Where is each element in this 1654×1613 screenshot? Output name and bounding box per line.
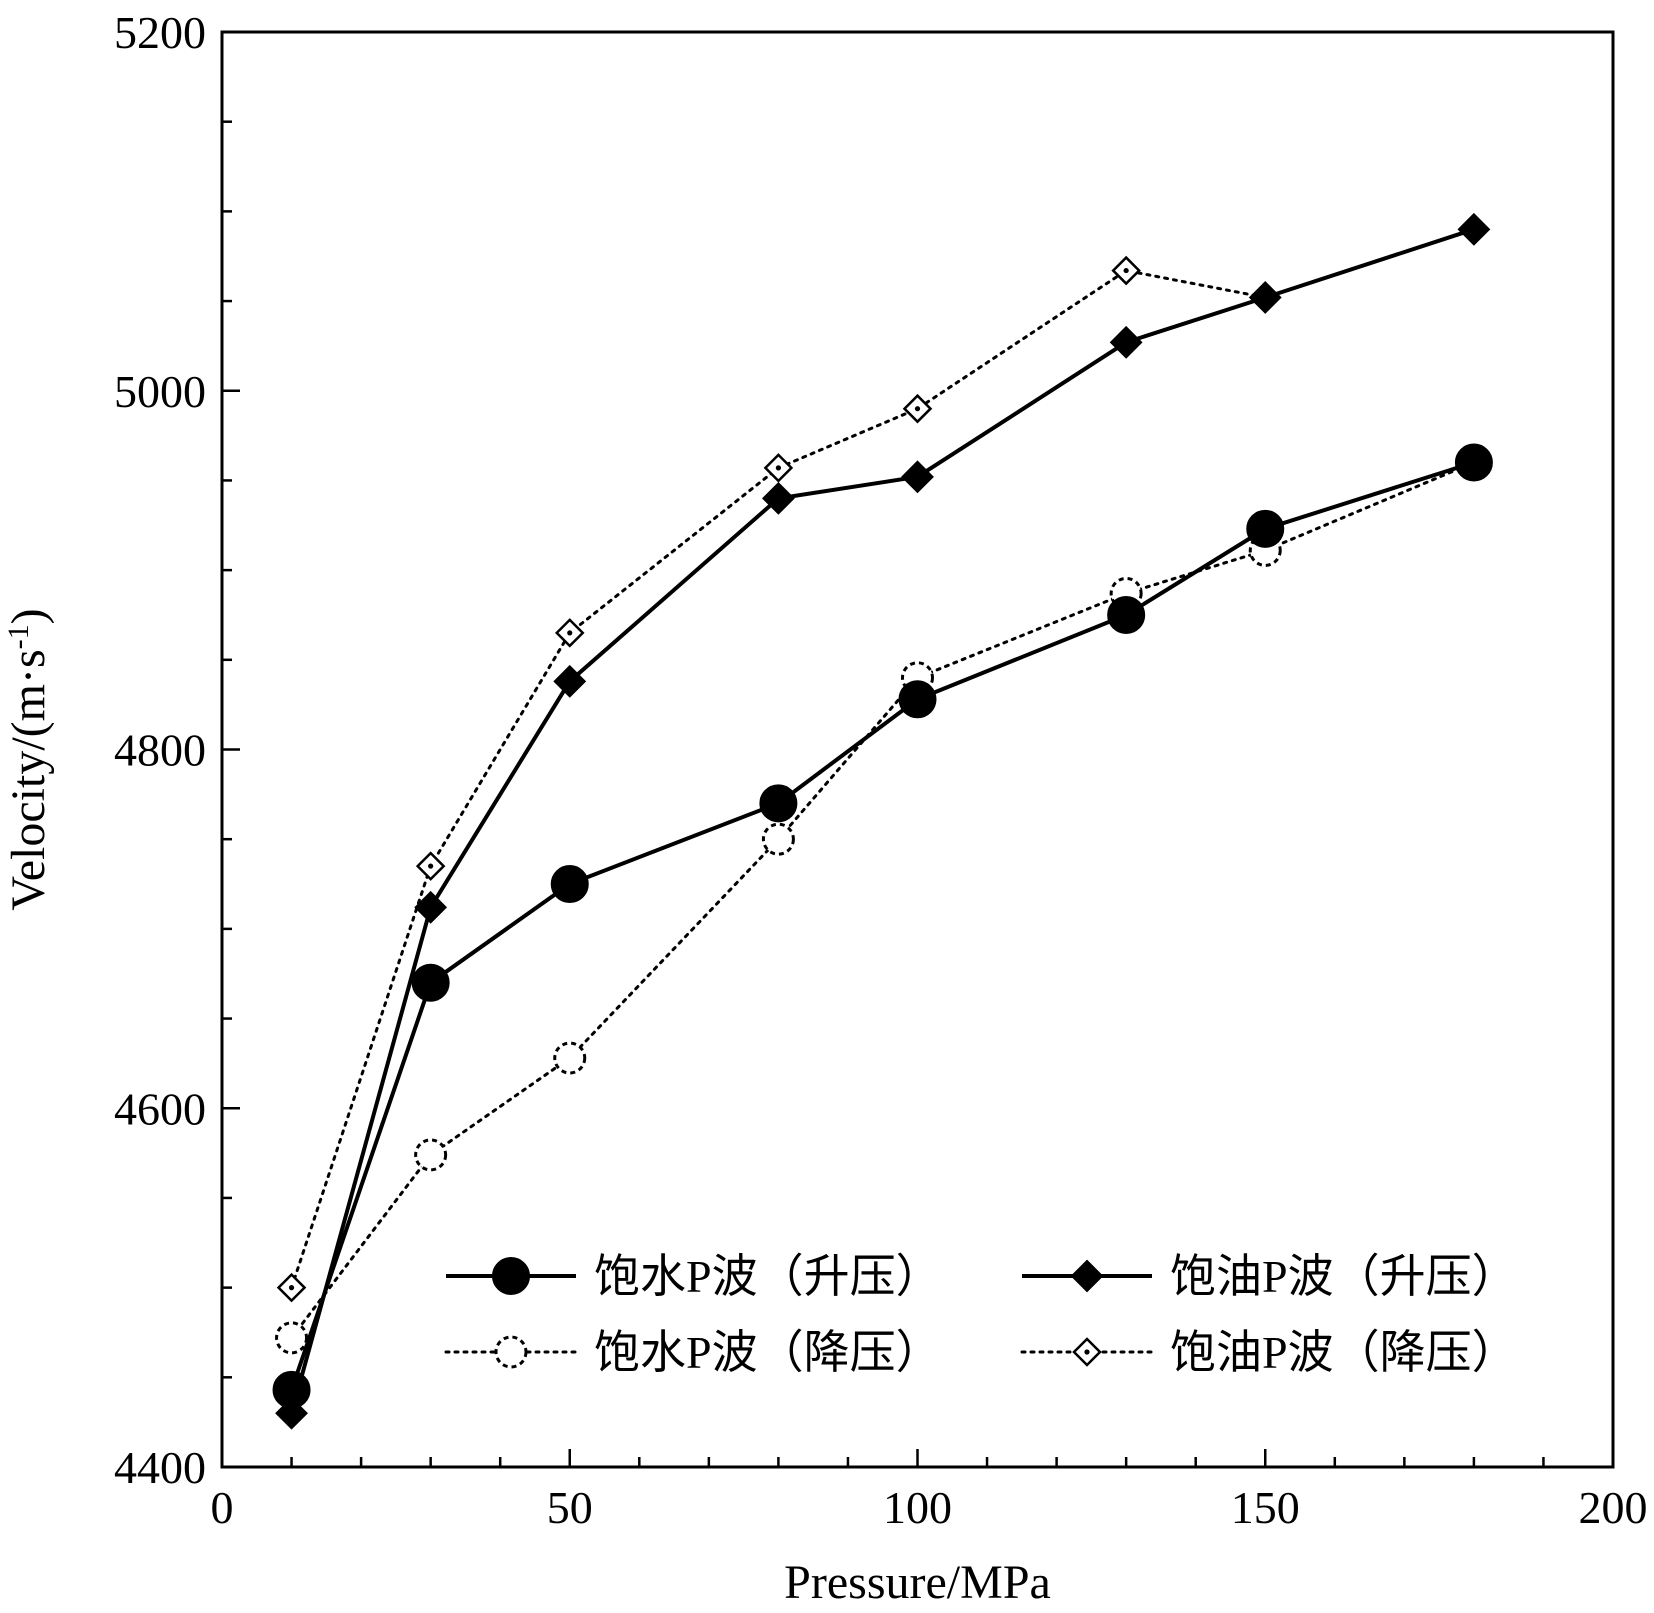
legend-marker	[1072, 1337, 1102, 1367]
legend-entry-2: 饱油P波（升压）	[1022, 1251, 1518, 1302]
y-axis-title-main: Velocity/(m·s	[2, 649, 55, 910]
series-3-point-marker	[275, 1321, 309, 1355]
legend-entry-1: 饱水P波（升压）	[446, 1251, 942, 1302]
series-1-point-marker	[550, 865, 589, 904]
x-axis-title: Pressure/MPa	[784, 1556, 1051, 1609]
legend: 饱水P波（升压） 饱油P波（升压） 饱水P波（降压） 饱油P波（降压）	[444, 1251, 1518, 1378]
series-1-point-marker	[1454, 443, 1493, 482]
series-4-point-marker	[554, 618, 585, 648]
y-axis-title-superscript: -1	[2, 624, 35, 649]
series-4-point-marker	[763, 453, 794, 483]
series-4-point-marker	[1111, 255, 1141, 286]
series-2-point-marker	[1109, 325, 1143, 359]
series-2-point-marker	[1457, 212, 1491, 246]
series-2-point-marker	[761, 481, 795, 515]
series-2-point-marker	[275, 1396, 308, 1430]
legend-marker-dot	[1084, 1349, 1090, 1355]
series-1-point-marker	[898, 680, 937, 719]
minor-ticks	[222, 120, 1545, 1467]
y-tick-label: 4800	[114, 725, 206, 776]
y-tick-label: 5200	[114, 7, 206, 58]
legend-label: 饱油P波（升压）	[1170, 1251, 1518, 1302]
series-3-point-marker	[761, 822, 795, 856]
series-4-point-marker-dot	[775, 465, 782, 471]
legend-label: 饱油P波（降压）	[1170, 1327, 1518, 1378]
series-1	[272, 443, 1493, 1409]
series-4-point-marker	[902, 393, 933, 424]
series-1-line	[289, 460, 1475, 1391]
plot-frame	[220, 30, 1615, 1469]
x-tick-label: 0	[211, 1482, 234, 1533]
y-tick-labels: 4400 4600 4800 5000 5200	[114, 7, 206, 1493]
x-tick-label: 100	[883, 1482, 952, 1533]
series-1-point-marker	[411, 963, 450, 1002]
legend-marker	[1070, 1259, 1104, 1293]
y-axis-title-end: )	[2, 608, 55, 624]
x-tick-labels: 0 50 100 150 200	[211, 1482, 1648, 1533]
y-tick-label: 4400	[114, 1442, 206, 1493]
x-tick-label: 50	[547, 1482, 593, 1533]
legend-marker	[494, 1335, 528, 1369]
series-4-line	[290, 268, 1267, 1290]
series-3-point-marker	[414, 1138, 448, 1172]
series-3	[275, 446, 1491, 1355]
legend-marker	[492, 1257, 530, 1295]
series-3-line	[290, 461, 1476, 1340]
series-2-point-marker	[553, 664, 587, 698]
series-1-point-marker	[1246, 509, 1285, 548]
legend-entry-4: 饱油P波（降压）	[1020, 1327, 1518, 1378]
legend-label: 饱水P波（升压）	[594, 1251, 942, 1302]
series-4-point-marker-dot	[428, 863, 434, 869]
y-tick-label: 5000	[114, 366, 206, 417]
x-tick-label: 200	[1579, 1482, 1648, 1533]
series-4-point-marker	[415, 851, 446, 881]
series-4-point-marker-dot	[1123, 267, 1129, 274]
series-layer	[272, 212, 1493, 1430]
series-2-line	[289, 227, 1475, 1414]
series-1-point-marker	[1107, 595, 1146, 634]
series-2-point-marker	[414, 890, 448, 924]
legend-entry-3: 饱水P波（降压）	[444, 1327, 942, 1378]
series-4-point-marker-dot	[914, 406, 921, 412]
series-2-point-marker	[901, 460, 934, 494]
series-4-point-marker-dot	[288, 1285, 295, 1291]
y-tick-label: 4600	[114, 1083, 206, 1134]
y-axis-title: Velocity/(m·s-1)	[2, 608, 56, 910]
series-4-point-marker	[276, 1272, 307, 1303]
series-4-point-marker-dot	[567, 630, 573, 636]
legend-label: 饱水P波（降压）	[594, 1327, 942, 1378]
x-tick-label: 150	[1231, 1482, 1300, 1533]
series-3-point-marker	[553, 1041, 587, 1075]
series-2-point-marker	[1248, 281, 1282, 314]
series-1-point-marker	[759, 784, 798, 823]
series-2	[275, 212, 1491, 1430]
